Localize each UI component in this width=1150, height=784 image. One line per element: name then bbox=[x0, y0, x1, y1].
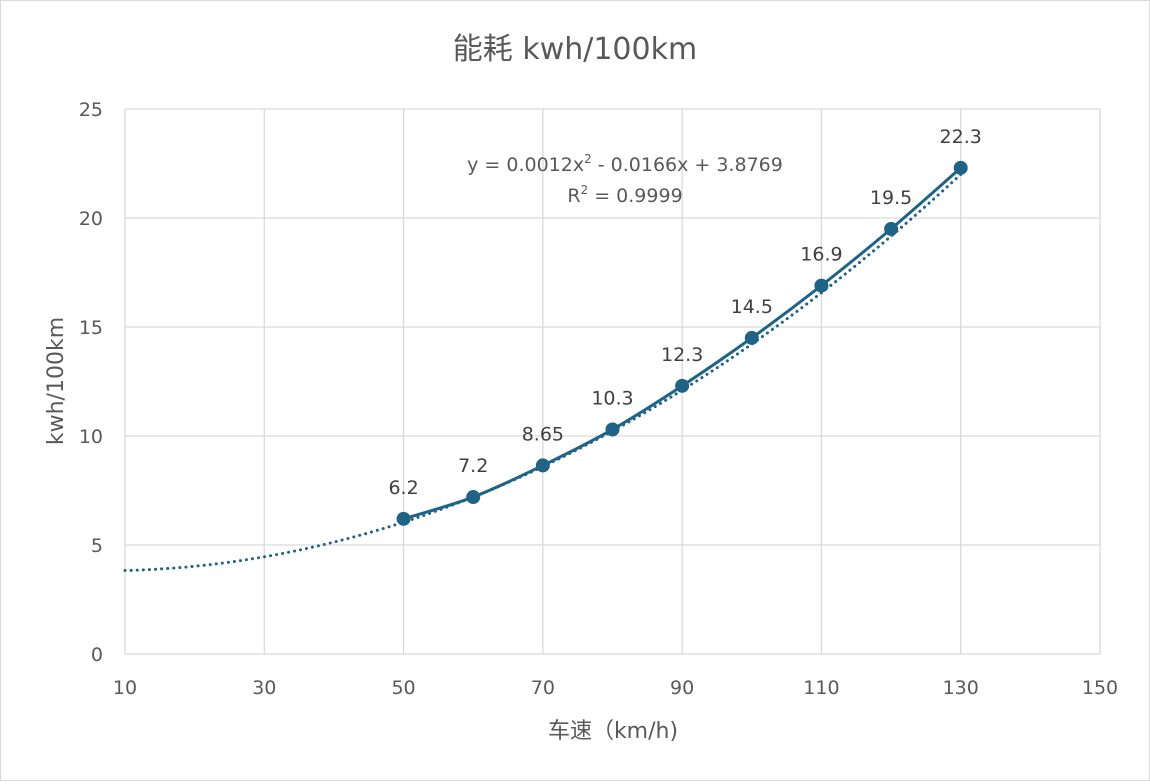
y-tick-label: 25 bbox=[79, 99, 103, 121]
y-axis-ticks: 0 5 10 15 20 25 bbox=[79, 99, 103, 666]
data-labels: 6.2 7.2 8.65 10.3 12.3 14.5 16.9 19.5 22.3 bbox=[388, 126, 981, 499]
x-tick-label: 10 bbox=[113, 677, 137, 699]
data-point bbox=[605, 422, 620, 437]
data-point bbox=[535, 458, 550, 473]
data-point bbox=[953, 160, 968, 175]
data-label: 14.5 bbox=[731, 296, 773, 318]
data-point bbox=[884, 221, 899, 236]
data-point bbox=[466, 490, 481, 505]
data-label: 10.3 bbox=[591, 387, 633, 409]
trendline-r2: R2 = 0.9999 bbox=[567, 183, 682, 207]
y-tick-label: 15 bbox=[79, 317, 103, 339]
x-axis-label: 车速（km/h) bbox=[548, 719, 678, 744]
x-tick-label: 30 bbox=[252, 677, 276, 699]
data-point bbox=[814, 278, 829, 293]
data-label: 19.5 bbox=[870, 187, 912, 209]
x-tick-label: 130 bbox=[943, 677, 979, 699]
x-axis-ticks: 10 30 50 70 90 110 130 150 bbox=[113, 677, 1118, 699]
data-point bbox=[744, 330, 759, 345]
y-tick-label: 0 bbox=[91, 644, 103, 666]
series-layer bbox=[396, 160, 968, 526]
gridlines bbox=[124, 108, 1101, 655]
data-point bbox=[675, 378, 690, 393]
x-tick-label: 70 bbox=[531, 677, 555, 699]
y-tick-label: 20 bbox=[79, 208, 103, 230]
data-label: 16.9 bbox=[800, 244, 842, 266]
x-tick-label: 50 bbox=[391, 677, 415, 699]
y-tick-label: 10 bbox=[79, 426, 103, 448]
data-label: 6.2 bbox=[388, 477, 418, 499]
x-tick-label: 110 bbox=[803, 677, 839, 699]
data-point bbox=[396, 511, 411, 526]
trendline-equation: y = 0.0012x2 - 0.0166x + 3.8769 bbox=[467, 152, 783, 176]
chart-title: 能耗 kwh/100km bbox=[453, 32, 697, 67]
y-tick-label: 5 bbox=[91, 535, 103, 557]
data-label: 8.65 bbox=[522, 423, 564, 445]
data-label: 12.3 bbox=[661, 344, 703, 366]
data-label: 7.2 bbox=[458, 455, 488, 477]
data-label: 22.3 bbox=[940, 126, 982, 148]
x-tick-label: 150 bbox=[1082, 677, 1118, 699]
x-tick-label: 90 bbox=[670, 677, 694, 699]
y-axis-label: kwh/100km bbox=[44, 317, 69, 445]
